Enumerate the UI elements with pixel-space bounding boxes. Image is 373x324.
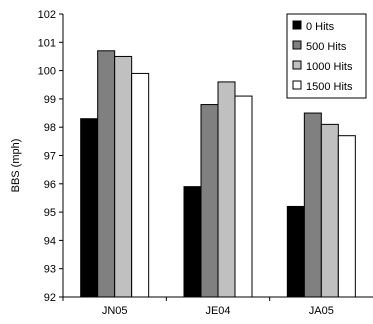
y-axis-label: BBS (mph) <box>10 139 22 193</box>
y-tick-label: 92 <box>44 292 56 304</box>
y-tick-label: 96 <box>44 179 56 191</box>
bar-ja05-1000-hits <box>320 123 339 298</box>
legend: 0 Hits 500 Hits 1000 Hits 1500 Hits <box>286 13 367 99</box>
bar-je04-0-hits <box>183 186 202 298</box>
y-tick-label: 97 <box>44 151 56 163</box>
x-tick-label: JA05 <box>309 305 334 317</box>
bar-jn05-0-hits <box>80 118 99 298</box>
legend-label: 1500 Hits <box>306 81 353 93</box>
y-tick-label: 94 <box>44 235 56 247</box>
bar-je04-1500-hits <box>234 95 253 298</box>
y-tick-label: 101 <box>38 37 56 49</box>
x-tick-label: JE04 <box>205 305 230 317</box>
y-tick-label: 100 <box>38 66 56 78</box>
bar-ja05-1500-hits <box>337 135 356 298</box>
legend-swatch <box>292 80 302 90</box>
legend-swatch <box>292 20 302 30</box>
y-tick-label: 95 <box>44 207 56 219</box>
y-axis-ticks: 92 93 94 95 96 97 98 99 100 101 102 <box>38 9 63 304</box>
legend-swatch <box>292 60 302 70</box>
bar-ja05-0-hits <box>286 205 305 298</box>
x-tick-label: JN05 <box>102 305 128 317</box>
y-tick-label: 99 <box>44 94 56 106</box>
bar-je04-500-hits <box>200 104 219 298</box>
legend-label: 1000 Hits <box>306 61 353 73</box>
bar-ja05-500-hits <box>303 112 322 298</box>
legend-label: 0 Hits <box>306 21 335 33</box>
bar-jn05-1000-hits <box>114 55 133 298</box>
bar-je04-1000-hits <box>217 81 236 298</box>
bar-jn05-1500-hits <box>131 72 150 298</box>
legend-swatch <box>292 40 302 50</box>
y-tick-label: 98 <box>44 122 56 134</box>
y-tick-label: 93 <box>44 264 56 276</box>
legend-label: 500 Hits <box>306 41 347 53</box>
y-tick-label: 102 <box>38 9 56 21</box>
bar-jn05-500-hits <box>97 50 116 298</box>
x-axis-ticks: JN05 JE04 JA05 <box>62 297 334 317</box>
